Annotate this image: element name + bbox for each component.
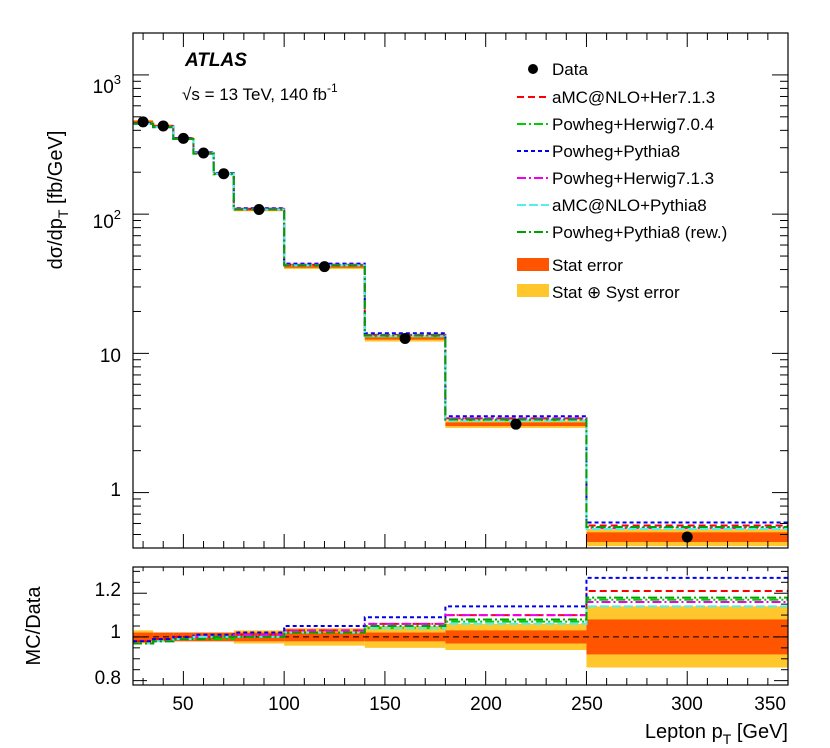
data-point [510, 418, 522, 430]
xtick-label-150: 150 [369, 694, 401, 715]
ratio-ytick-label-1: 1 [110, 622, 121, 643]
legend-label-powheg-pythia8-rew: Powheg+Pythia8 (rew.) [552, 223, 727, 242]
data-point [218, 168, 230, 180]
main-ytick-label-1: 1 [110, 480, 121, 501]
energy-lumi-subtitle: √s = 13 TeV, 140 fb-1 [182, 81, 338, 104]
main-mc-series [133, 122, 788, 531]
xtick-label-100: 100 [268, 694, 300, 715]
legend-stat-error-swatch [517, 258, 549, 271]
main-ytick-label-10: 10 [100, 346, 121, 367]
atlas-title: ATLAS [184, 50, 247, 71]
main-y-axis-label: dσ/dpT [fb/GeV] [45, 131, 71, 270]
legend-label-powheg-herwig7-0-4: Powheg+Herwig7.0.4 [552, 115, 714, 134]
legend-syst-error-swatch [517, 284, 549, 297]
ratio-ytick-label-0.8: 0.8 [95, 668, 121, 689]
legend-data-marker [528, 64, 538, 74]
legend-label-powheg-pythia8: Powheg+Pythia8 [552, 142, 680, 161]
main-panel-frame [132, 32, 789, 549]
main-ytick-label-1000: 103 [93, 72, 121, 98]
ratio-series-powheg-pythia8-rew [133, 596, 788, 645]
xtick-label-350: 350 [754, 694, 786, 715]
data-point [137, 116, 149, 128]
axis-ticks [133, 32, 789, 685]
x-axis-label: Lepton pT [GeV] [645, 721, 788, 747]
data-point [157, 120, 169, 132]
xtick-label-200: 200 [470, 694, 502, 715]
main-ytick-label-100: 102 [93, 207, 121, 233]
data-point [177, 132, 189, 144]
ratio-mc-series [133, 576, 788, 645]
xtick-label-50: 50 [172, 694, 193, 715]
legend-label-data: Data [552, 60, 588, 79]
data-point [253, 203, 265, 215]
data-point [399, 332, 411, 344]
data-points [137, 116, 693, 543]
xtick-label-300: 300 [671, 694, 703, 715]
legend-label-powheg-herwig7-1-3: Powheg+Herwig7.1.3 [552, 169, 714, 188]
data-point [198, 147, 210, 159]
xtick-label-250: 250 [571, 694, 603, 715]
ratio-series-amc-nlo-her7-1-3 [133, 590, 788, 643]
ratio-ytick-label-1.2: 1.2 [95, 580, 121, 601]
ratio-y-axis-label: MC/Data [23, 586, 45, 666]
data-point [318, 261, 330, 273]
legend-label-syst-error: Stat ⊕ Syst error [552, 283, 680, 302]
legend-label-amc-nlo-pythia8: aMC@NLO+Pythia8 [552, 196, 707, 215]
legend-label-amc-nlo-her7-1-3: aMC@NLO+Her7.1.3 [552, 88, 715, 107]
legend: Data aMC@NLO+Her7.1.3 Powheg+Herwig7.0.4 P… [517, 60, 727, 302]
legend-label-stat-error: Stat error [552, 256, 623, 275]
